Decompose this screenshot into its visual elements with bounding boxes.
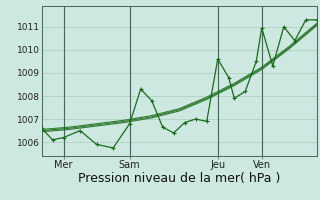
X-axis label: Pression niveau de la mer( hPa ): Pression niveau de la mer( hPa ): [78, 172, 280, 185]
